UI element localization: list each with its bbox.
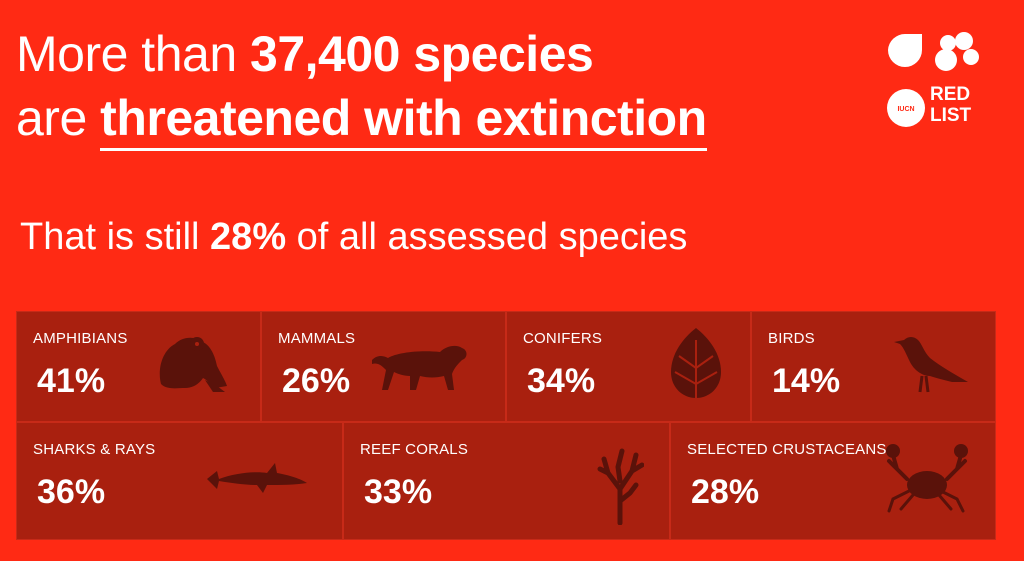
category-name: BIRDS <box>768 330 815 347</box>
category-percentage: 28% <box>691 473 760 511</box>
category-name: REEF CORALS <box>360 441 469 458</box>
category-name: MAMMALS <box>278 330 356 347</box>
tile-selected-crustaceans: SELECTED CRUSTACEANS 28% <box>670 422 996 540</box>
overall-percentage: 28% <box>210 216 287 258</box>
svg-text:IUCN: IUCN <box>897 106 914 113</box>
category-grid: AMPHIBIANS 41% MAMMALS 26% CONIFERS 34% … <box>16 311 996 540</box>
category-percentage: 34% <box>527 362 596 400</box>
headline-line-2-prefix: are <box>16 90 101 146</box>
frog-icon <box>159 337 227 392</box>
bird-icon <box>894 337 968 393</box>
tile-mammals: MAMMALS 26% <box>261 311 506 422</box>
category-percentage: 14% <box>772 362 841 400</box>
tile-reef-corals: REEF CORALS 33% <box>343 422 670 540</box>
coral-icon <box>597 448 644 525</box>
category-name: AMPHIBIANS <box>33 330 128 347</box>
svg-text:RED: RED <box>930 84 970 105</box>
tile-sharks-rays: SHARKS & RAYS 36% <box>16 422 343 540</box>
svg-text:LIST: LIST <box>930 105 972 126</box>
tile-amphibians: AMPHIBIANS 41% <box>16 311 261 422</box>
headline: More than 37,400 species are threatened … <box>16 22 707 151</box>
headline-line-2: are threatened with extinction <box>16 86 707 151</box>
subheadline-prefix: That is still <box>20 216 211 258</box>
iucn-red-list-logo: IUCN RED LIST <box>887 32 979 127</box>
category-percentage: 41% <box>37 362 106 400</box>
pinecone-icon <box>671 328 721 398</box>
crab-icon <box>886 444 968 513</box>
species-count: 37,400 species <box>250 26 594 82</box>
tiger-icon <box>372 345 467 390</box>
threatened-phrase: threatened with extinction <box>100 90 707 151</box>
headline-line-1: More than 37,400 species <box>16 22 707 86</box>
headline-line-1-prefix: More than <box>16 26 251 82</box>
category-percentage: 36% <box>37 473 106 511</box>
subheadline-suffix: of all assessed species <box>286 216 688 258</box>
tile-conifers: CONIFERS 34% <box>506 311 751 422</box>
category-percentage: 33% <box>364 473 433 511</box>
category-name: CONIFERS <box>523 330 603 347</box>
category-name: SELECTED CRUSTACEANS <box>687 441 887 458</box>
tile-birds: BIRDS 14% <box>751 311 996 422</box>
category-percentage: 26% <box>282 362 351 400</box>
shark-icon <box>207 463 307 493</box>
category-name: SHARKS & RAYS <box>33 441 156 458</box>
subheadline: That is still 28% of all assessed specie… <box>20 214 687 260</box>
